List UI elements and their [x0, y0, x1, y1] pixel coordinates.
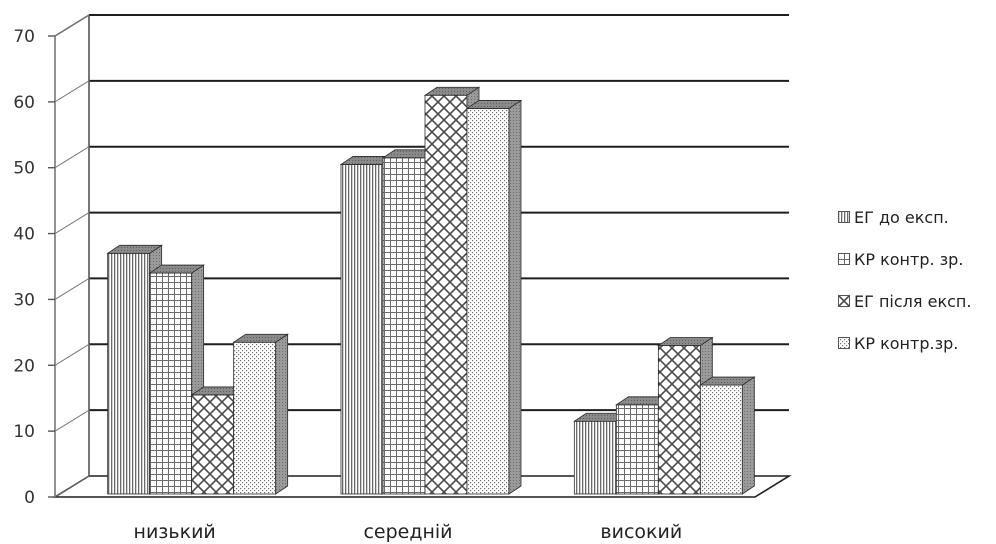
bar — [465, 99, 523, 495]
bar-side-face — [508, 99, 522, 495]
bar-front-face — [424, 94, 468, 495]
bar-front-face — [340, 164, 384, 495]
legend-swatch-dots — [838, 337, 850, 349]
side-wall-gridline — [54, 14, 90, 37]
legend-swatch-vlines — [838, 211, 850, 223]
bar-front-face — [107, 252, 151, 495]
legend-label: КР контр. зр. — [854, 249, 964, 269]
y-tick-label: 50 — [13, 159, 35, 179]
y-tick-label: 70 — [13, 27, 35, 47]
side-wall-gridline — [54, 409, 90, 432]
x-tick-label: високий — [600, 521, 682, 543]
bar-front-face — [233, 341, 277, 495]
y-tick-label: 30 — [13, 290, 35, 310]
legend-item-eg-after: ЕГ після експ. — [838, 280, 994, 322]
bar-front-face — [382, 157, 426, 495]
bar-top-face — [423, 86, 481, 96]
y-tick-label: 60 — [13, 93, 35, 113]
bar-top-face — [657, 337, 714, 346]
bars — [106, 86, 756, 495]
bar — [232, 333, 289, 495]
y-tick-label: 40 — [13, 225, 35, 245]
y-tick-label: 20 — [13, 356, 35, 376]
legend-label: ЕГ до експ. — [854, 207, 949, 227]
bar-top-face — [465, 100, 523, 109]
bar-front-face — [615, 404, 659, 495]
side-wall-gridline — [54, 80, 90, 103]
bar-top-face — [148, 264, 205, 274]
bar-side-face — [275, 333, 289, 495]
y-tick-label: 10 — [13, 422, 35, 442]
bar-front-face — [191, 394, 235, 495]
bar-top-face — [699, 376, 756, 386]
bar — [699, 376, 756, 495]
side-wall-gridline — [54, 475, 90, 498]
legend: ЕГ до експ. КР контр. зр. ЕГ після експ.… — [838, 196, 994, 364]
y-tick-labels: 0 10 20 30 40 50 60 70 — [13, 27, 35, 508]
bar-front-face — [699, 384, 743, 495]
side-wall-gridline — [54, 146, 90, 169]
bar-front-face — [149, 272, 193, 495]
x-tick-label: середній — [363, 521, 452, 543]
y-tick-label: 0 — [24, 488, 35, 508]
legend-swatch-zigzag — [838, 295, 850, 307]
legend-label: КР контр.зр. — [854, 333, 959, 353]
side-wall-gridline — [54, 343, 90, 366]
legend-item-kr-control: КР контр. зр. — [838, 238, 994, 280]
side-wall-gridline — [54, 278, 90, 300]
bar-top-face — [232, 333, 289, 343]
legend-swatch-grid — [838, 253, 850, 265]
bar-side-face — [741, 376, 755, 495]
x-tick-labels: низький середній високий — [134, 521, 683, 543]
bar-front-face — [573, 420, 617, 495]
bar-front-face — [466, 108, 510, 495]
legend-item-kr-control-2: КР контр.зр. — [838, 322, 994, 364]
side-wall-gridline — [54, 212, 90, 234]
legend-label: ЕГ після експ. — [854, 291, 972, 311]
x-tick-label: низький — [134, 521, 216, 543]
bar-front-face — [657, 345, 701, 495]
legend-item-eg-before: ЕГ до експ. — [838, 196, 994, 238]
bar-top-face — [106, 244, 163, 254]
